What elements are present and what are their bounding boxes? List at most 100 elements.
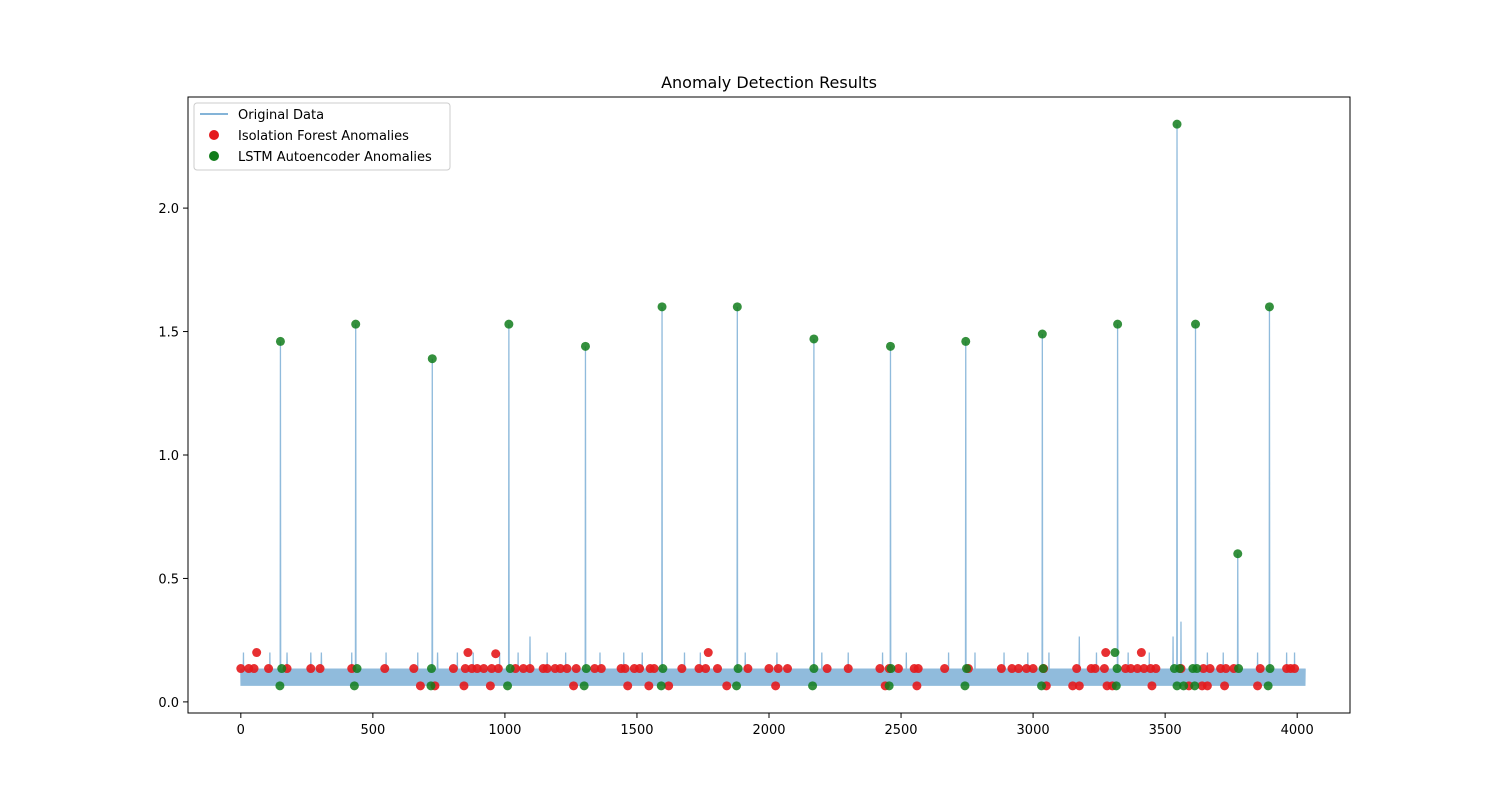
x-tick-label: 3000 <box>1017 723 1050 738</box>
lstm-point <box>961 336 971 346</box>
legend-label-isolation-forest: Isolation Forest Anomalies <box>238 129 409 144</box>
lstm-point <box>1111 681 1121 691</box>
isolation-forest-point <box>1132 664 1142 674</box>
isolation-forest-point <box>596 664 606 674</box>
y-tick-label: 1.0 <box>158 449 179 464</box>
lstm-point <box>732 681 742 691</box>
isolation-forest-point <box>1021 664 1031 674</box>
isolation-forest-point <box>773 664 783 674</box>
isolation-forest-point <box>562 664 572 674</box>
isolation-forest-point <box>1147 681 1157 691</box>
lstm-point <box>809 334 819 344</box>
lstm-point <box>1037 329 1047 339</box>
lstm-point <box>277 664 287 674</box>
isolation-forest-point <box>743 664 753 674</box>
x-tick-label: 500 <box>360 723 385 738</box>
isolation-forest-point <box>491 649 501 659</box>
lstm-point <box>351 319 361 329</box>
lstm-point <box>581 664 591 674</box>
lstm-point <box>960 681 970 691</box>
isolation-forest-point <box>1198 664 1208 674</box>
isolation-forest-point <box>644 681 654 691</box>
lstm-point <box>658 664 668 674</box>
isolation-forest-point <box>1068 681 1078 691</box>
isolation-forest-point <box>252 648 262 658</box>
lstm-point <box>426 664 436 674</box>
lstm-point <box>885 341 895 351</box>
isolation-forest-point <box>485 681 495 691</box>
isolation-forest-point <box>1101 648 1111 658</box>
lstm-point <box>505 664 515 674</box>
isolation-forest-point <box>479 664 489 674</box>
legend-marker-isolation-forest <box>209 130 219 140</box>
isolation-forest-point <box>1028 664 1038 674</box>
isolation-forest-point <box>460 664 470 674</box>
isolation-forest-point <box>701 664 711 674</box>
lstm-point <box>349 681 359 691</box>
isolation-forest-point <box>913 664 923 674</box>
lstm-point <box>1175 664 1185 674</box>
legend-label-lstm: LSTM Autoencoder Anomalies <box>238 150 432 165</box>
lstm-point <box>1190 681 1200 691</box>
x-tick-label: 0 <box>237 723 245 738</box>
lstm-point <box>1192 664 1202 674</box>
isolation-forest-point <box>1074 681 1084 691</box>
isolation-forest-point <box>1255 664 1265 674</box>
lstm-point <box>1265 664 1275 674</box>
lstm-point <box>809 664 819 674</box>
lstm-point <box>1112 664 1122 674</box>
isolation-forest-point <box>415 681 425 691</box>
lstm-point <box>884 681 894 691</box>
lstm-point <box>1191 319 1201 329</box>
isolation-forest-point <box>940 664 950 674</box>
plot-area <box>236 119 1306 691</box>
isolation-forest-point <box>1136 648 1146 658</box>
isolation-forest-point <box>236 664 246 674</box>
lstm-point <box>427 354 437 364</box>
axis-ticks: 0 500 1000 1500 2000 2500 3000 3500 4000 0.0 0.5 1.… <box>158 202 1313 738</box>
isolation-forest-point <box>1072 664 1082 674</box>
lstm-point <box>657 302 667 312</box>
isolation-forest-point <box>315 664 325 674</box>
lstm-point <box>579 681 589 691</box>
isolation-forest-point <box>1099 664 1109 674</box>
y-tick-label: 0.5 <box>158 572 179 587</box>
isolation-forest-point <box>623 681 633 691</box>
lstm-point <box>962 664 972 674</box>
isolation-forest-point <box>1202 681 1212 691</box>
isolation-forest-point <box>1014 664 1024 674</box>
isolation-forest-point <box>782 664 792 674</box>
isolation-forest-point <box>664 681 674 691</box>
isolation-forest-point <box>525 664 535 674</box>
x-tick-label: 3500 <box>1149 723 1182 738</box>
isolation-forest-point <box>472 664 482 674</box>
lstm-point <box>1179 681 1189 691</box>
isolation-forest-point <box>1221 664 1231 674</box>
isolation-forest-point <box>1151 664 1161 674</box>
lstm-point <box>352 664 362 674</box>
lstm-point <box>504 319 514 329</box>
isolation-forest-point <box>1139 664 1149 674</box>
isolation-forest-point <box>703 648 713 658</box>
y-tick-label: 2.0 <box>158 202 179 217</box>
isolation-forest-point <box>677 664 687 674</box>
isolation-forest-point <box>635 664 645 674</box>
x-tick-label: 2500 <box>884 723 917 738</box>
x-tick-label: 2000 <box>752 723 785 738</box>
lstm-point <box>1234 664 1244 674</box>
isolation-forest-point <box>1205 664 1215 674</box>
isolation-forest-point <box>1220 681 1230 691</box>
isolation-forest-point <box>409 664 419 674</box>
legend: Original Data Isolation Forest Anomalies… <box>193 102 451 171</box>
legend-marker-lstm <box>209 151 219 161</box>
isolation-forest-point <box>620 664 630 674</box>
isolation-forest-point <box>590 664 600 674</box>
lstm-point <box>503 681 513 691</box>
isolation-forest-point <box>264 664 274 674</box>
lstm-point <box>886 664 896 674</box>
legend-box <box>193 102 451 171</box>
isolation-forest-point <box>694 664 704 674</box>
isolation-forest-point <box>487 664 497 674</box>
isolation-forest-point <box>1290 664 1300 674</box>
